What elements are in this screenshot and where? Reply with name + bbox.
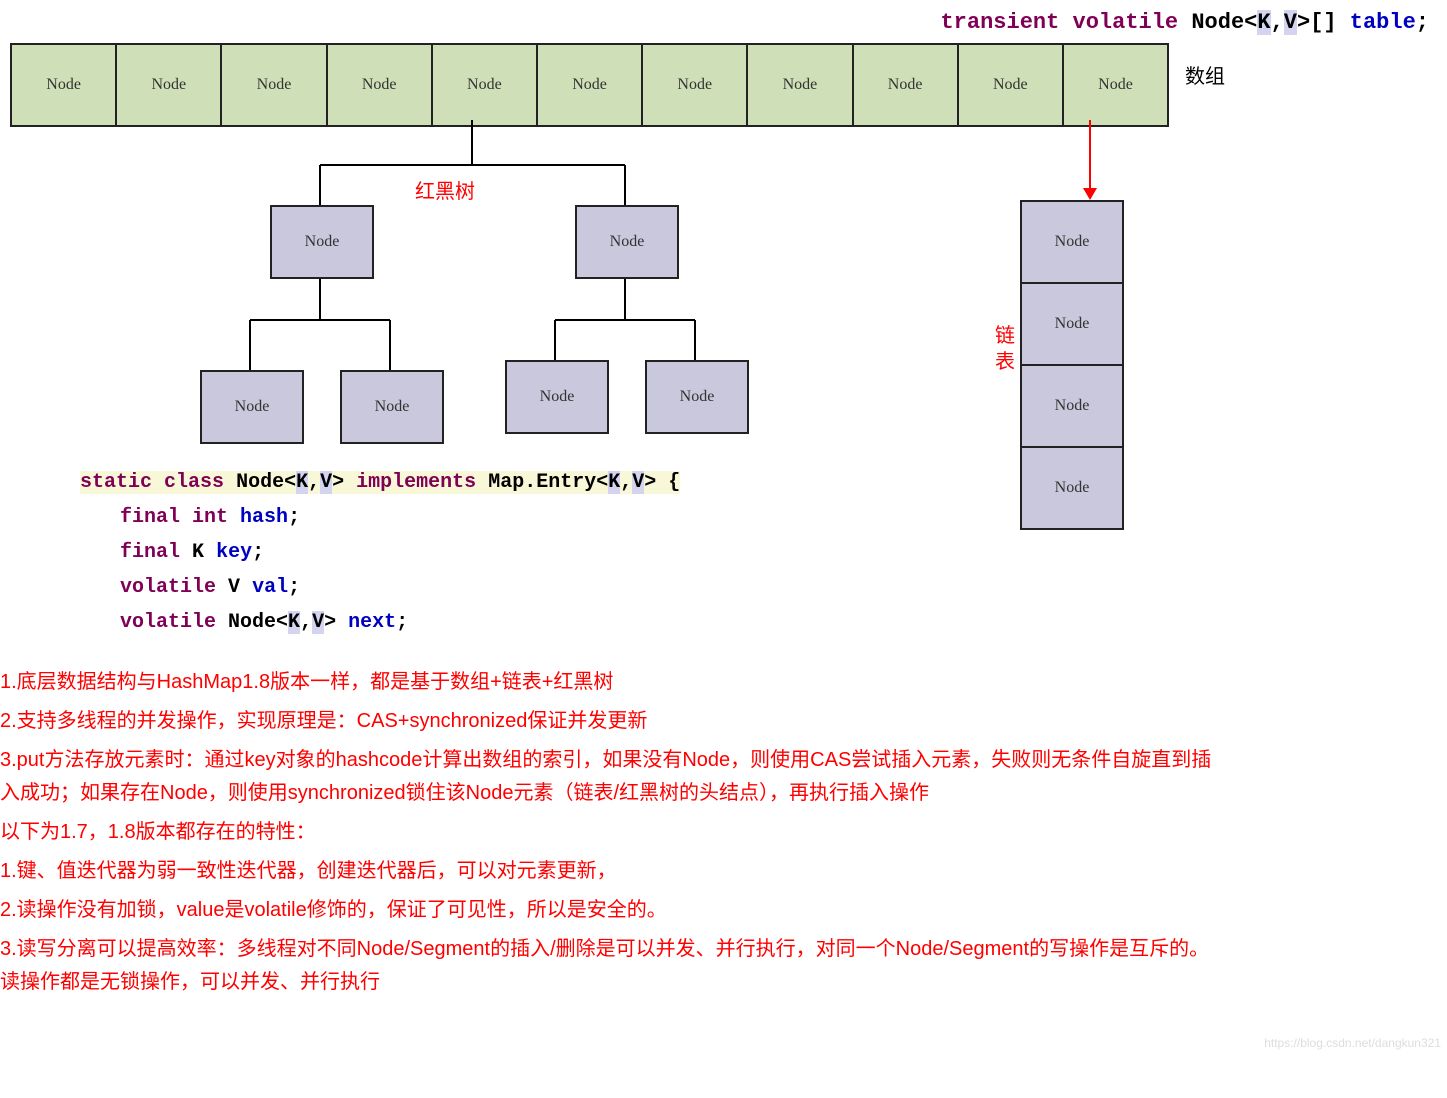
list-cell: Node xyxy=(1022,202,1122,284)
list-cell: Node xyxy=(1022,448,1122,528)
semicolon: ; xyxy=(1416,10,1429,35)
note-line: 1.底层数据结构与HashMap1.8版本一样，都是基于数组+链表+红黑树 xyxy=(0,666,1220,699)
list-cell: Node xyxy=(1022,366,1122,448)
array-cell: Node xyxy=(1064,45,1167,125)
kw-transient: transient xyxy=(940,10,1059,35)
array-cell: Node xyxy=(117,45,222,125)
tree-node-2: Node xyxy=(575,205,679,279)
array-cell: Node xyxy=(748,45,853,125)
tree-node-3: Node xyxy=(200,370,304,444)
kw-volatile: volatile xyxy=(1073,10,1179,35)
tree-node-5: Node xyxy=(505,360,609,434)
note-line: 2.支持多线程的并发操作，实现原理是：CAS+synchronized保证并发更… xyxy=(0,705,1220,738)
array-cell: Node xyxy=(222,45,327,125)
array-cell: Node xyxy=(643,45,748,125)
array-cell: Node xyxy=(12,45,117,125)
header-code-line: transient volatile Node<K,V>[] table; xyxy=(10,10,1437,35)
array-cell: Node xyxy=(959,45,1064,125)
array-cell: Node xyxy=(538,45,643,125)
tree-label: 红黑树 xyxy=(415,175,475,204)
tree-node-1: Node xyxy=(270,205,374,279)
code-line-5: volatile Node<K,V> next; xyxy=(80,605,680,640)
array-row: NodeNodeNodeNodeNodeNodeNodeNodeNodeNode… xyxy=(10,43,1169,127)
note-line: 3.put方法存放元素时：通过key对象的hashcode计算出数组的索引，如果… xyxy=(0,744,1220,810)
array-brackets: [] xyxy=(1310,10,1336,35)
array-cell: Node xyxy=(328,45,433,125)
note-line: 1.键、值迭代器为弱一致性迭代器，创建迭代器后，可以对元素更新， xyxy=(0,855,1220,888)
type-node: Node xyxy=(1191,10,1244,35)
code-block: static class Node<K,V> implements Map.En… xyxy=(80,465,680,640)
note-line: 3.读写分离可以提高效率：多线程对不同Node/Segment的插入/删除是可以… xyxy=(0,933,1220,999)
code-line-3: final K key; xyxy=(80,535,680,570)
notes-block: 1.底层数据结构与HashMap1.8版本一样，都是基于数组+链表+红黑树 2.支… xyxy=(0,660,1220,1005)
gen-k: K xyxy=(1257,10,1270,35)
linked-label-2: 表 xyxy=(995,345,1015,374)
linked-label-1: 链 xyxy=(995,319,1015,348)
code-line-1: static class Node<K,V> implements Map.En… xyxy=(80,471,680,494)
var-table: table xyxy=(1350,10,1416,35)
note-line: 以下为1.7，1.8版本都存在的特性： xyxy=(0,816,1220,849)
array-label: 数组 xyxy=(1185,60,1225,89)
linked-list: NodeNodeNodeNode xyxy=(1020,200,1124,530)
array-cell: Node xyxy=(433,45,538,125)
list-cell: Node xyxy=(1022,284,1122,366)
note-line: 2.读操作没有加锁，value是volatile修饰的，保证了可见性，所以是安全… xyxy=(0,894,1220,927)
array-cell: Node xyxy=(854,45,959,125)
tree-node-4: Node xyxy=(340,370,444,444)
code-line-4: volatile V val; xyxy=(80,570,680,605)
tree-node-6: Node xyxy=(645,360,749,434)
code-line-2: final int hash; xyxy=(80,500,680,535)
gen-v: V xyxy=(1284,10,1297,35)
watermark: https://blog.csdn.net/dangkun321 xyxy=(1264,1036,1441,1050)
